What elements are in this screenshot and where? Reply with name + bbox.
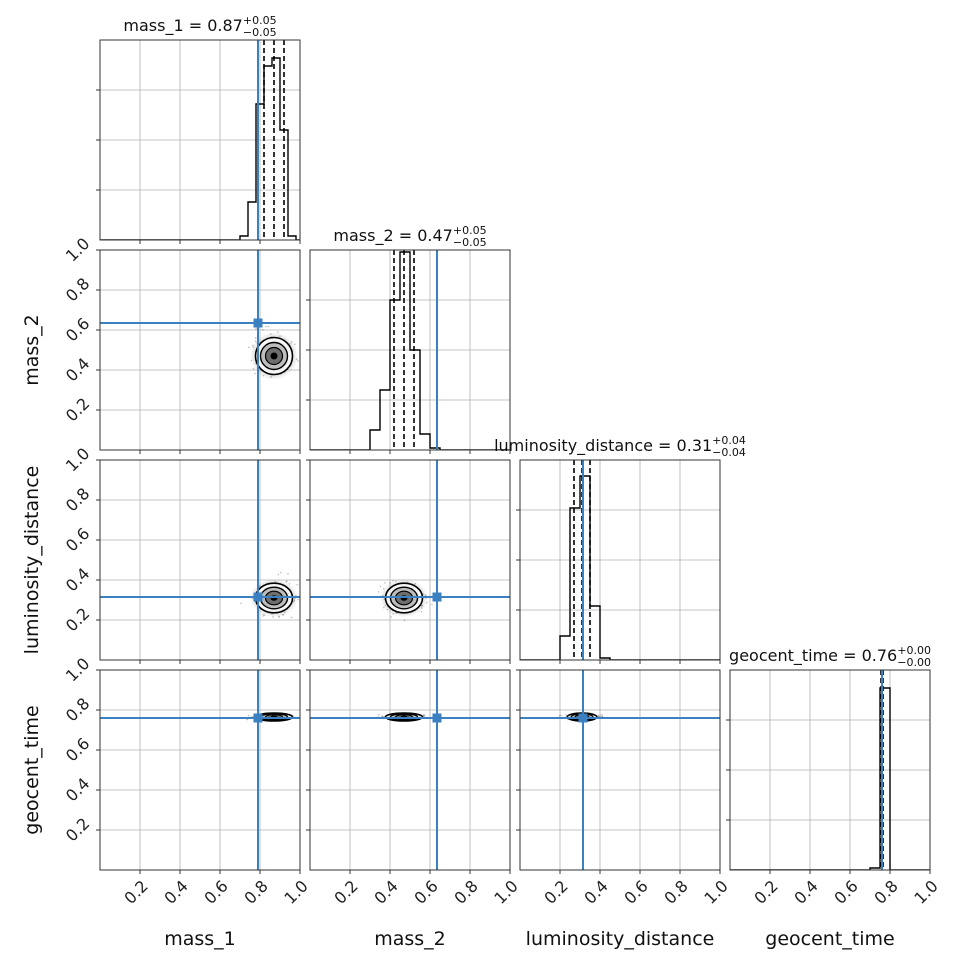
- panel-frame: [99, 459, 301, 661]
- xtick-label-geocent_time: 0.6: [830, 876, 861, 907]
- histogram-geocent_time: [730, 687, 930, 870]
- xtick-label-geocent_time: 1.0: [910, 876, 941, 907]
- diag-panel-mass_2: mass_2 = 0.47+0.05 −0.05: [306, 224, 511, 454]
- xtick-label-luminosity_distance: 0.8: [660, 876, 691, 907]
- panel-mass_2-vs-luminosity_distance: [306, 459, 511, 664]
- panel-mass_1-vs-luminosity_distance: 0.2 0.4 0.6 0.8 1.0 luminosity_distance: [21, 444, 301, 664]
- xtick-label-mass_2: 0.2: [330, 876, 361, 907]
- truth-marker-mass_1-mass_2: [253, 318, 263, 328]
- xlabel-luminosity_distance: luminosity_distance: [526, 928, 715, 950]
- ytick-label-luminosity_distance: 0.4: [62, 564, 93, 595]
- ytick-label-mass_2: 0.8: [62, 274, 93, 305]
- title-geocent_time: geocent_time = 0.76+0.00 −0.00: [729, 644, 931, 669]
- ytick-label-mass_2: 0.6: [62, 314, 93, 345]
- xlabel-geocent_time: geocent_time: [765, 928, 894, 950]
- xtick-label-luminosity_distance: 0.6: [620, 876, 651, 907]
- density-mass_1-mass_2: [248, 325, 300, 380]
- ytick-label-mass_2: 0.2: [62, 394, 93, 425]
- panel-frame: [519, 669, 721, 871]
- diag-panel-geocent_time: geocent_time = 0.76+0.00 −0.00 0.2 0.4 0.6 0.…: [726, 644, 942, 950]
- grid: [730, 670, 931, 870]
- panel-frame: [99, 249, 301, 451]
- xtick-label-geocent_time: 0.4: [790, 876, 821, 907]
- xtick-label-luminosity_distance: 0.2: [540, 876, 571, 907]
- diag-panel-mass_1: mass_1 = 0.87+0.05 −0.05: [96, 14, 301, 244]
- grid: [520, 669, 721, 870]
- truth-marker-mass_2-geocent_time: [432, 713, 442, 723]
- grid: [100, 40, 301, 240]
- ylabel-mass_2: mass_2: [21, 314, 43, 386]
- panel-mass_1-vs-geocent_time: 0.2 0.4 0.6 0.8 1.0 mass_1 0.2 0.4 0.6 0.8 1.0 geoc…: [21, 654, 312, 950]
- xtick-label-mass_1: 1.0: [280, 876, 311, 907]
- xlabel-mass_1: mass_1: [164, 928, 236, 950]
- ytick-label-mass_2: 0.4: [62, 354, 93, 385]
- panel-frame: [309, 459, 511, 661]
- panel-luminosity_distance-vs-geocent_time: 0.2 0.4 0.6 0.8 1.0 luminosity_distance: [516, 669, 732, 950]
- xtick-label-mass_2: 0.6: [410, 876, 441, 907]
- xtick-label-mass_1: 0.8: [240, 876, 271, 907]
- panel-frame: [309, 669, 511, 871]
- xtick-label-luminosity_distance: 0.4: [580, 876, 611, 907]
- xtick-label-mass_1: 0.4: [160, 876, 191, 907]
- xtick-label-geocent_time: 0.2: [750, 876, 781, 907]
- ylabel-geocent_time: geocent_time: [21, 705, 43, 834]
- diag-panel-luminosity_distance: luminosity_distance = 0.31+0.04 −0.04: [494, 434, 746, 664]
- ytick-label-geocent_time: 0.6: [62, 734, 93, 765]
- panel-frame: [519, 459, 721, 661]
- grid: [310, 459, 511, 660]
- ylabel-luminosity_distance: luminosity_distance: [21, 466, 43, 655]
- ytick-label-geocent_time: 1.0: [62, 654, 93, 685]
- panel-mass_1-vs-mass_2: 0.2 0.4 0.6 0.8 1.0 mass_2: [21, 234, 301, 454]
- histogram-mass_1: [100, 57, 300, 240]
- grid: [310, 669, 511, 870]
- truth-marker-mass_1-geocent_time: [253, 713, 263, 723]
- histogram-mass_2: [310, 251, 510, 450]
- truth-marker-mass_2-luminosity_distance: [432, 592, 442, 602]
- xtick-label-geocent_time: 0.8: [870, 876, 901, 907]
- ytick-label-luminosity_distance: 1.0: [62, 444, 93, 475]
- panel-mass_2-vs-geocent_time: 0.2 0.4 0.6 0.8 1.0 mass_2: [306, 669, 522, 950]
- grid: [100, 669, 301, 870]
- xtick-label-mass_1: 0.6: [200, 876, 231, 907]
- panel-frame: [99, 669, 301, 871]
- title-mass_1: mass_1 = 0.87+0.05 −0.05: [123, 14, 276, 39]
- title-mass_2: mass_2 = 0.47+0.05 −0.05: [333, 224, 486, 249]
- ytick-label-geocent_time: 0.4: [62, 774, 93, 805]
- panel-frame: [309, 249, 511, 451]
- ytick-label-geocent_time: 0.8: [62, 694, 93, 725]
- density-mass_1-luminosity_distance: [240, 571, 300, 619]
- xtick-label-luminosity_distance: 1.0: [700, 876, 731, 907]
- grid: [520, 460, 721, 660]
- ytick-label-luminosity_distance: 0.6: [62, 524, 93, 555]
- grid: [100, 459, 301, 660]
- xlabel-mass_2: mass_2: [374, 928, 446, 950]
- histogram-luminosity_distance: [520, 475, 720, 660]
- truth-marker-luminosity_distance-geocent_time: [578, 713, 588, 723]
- xtick-label-mass_1: 0.2: [120, 876, 151, 907]
- title-luminosity_distance: luminosity_distance = 0.31+0.04 −0.04: [494, 434, 746, 459]
- density-mass_2-luminosity_distance: [377, 578, 436, 622]
- truth-marker-mass_1-luminosity_distance: [253, 592, 263, 602]
- ytick-label-geocent_time: 0.2: [62, 814, 93, 845]
- xtick-label-mass_2: 1.0: [490, 876, 521, 907]
- xtick-label-mass_2: 0.4: [370, 876, 401, 907]
- ytick-label-luminosity_distance: 0.8: [62, 484, 93, 515]
- xtick-label-mass_2: 0.8: [450, 876, 481, 907]
- panel-frame: [99, 39, 301, 241]
- panel-frame: [729, 669, 931, 871]
- ytick-label-mass_2: 1.0: [62, 234, 93, 265]
- ytick-label-luminosity_distance: 0.2: [62, 604, 93, 635]
